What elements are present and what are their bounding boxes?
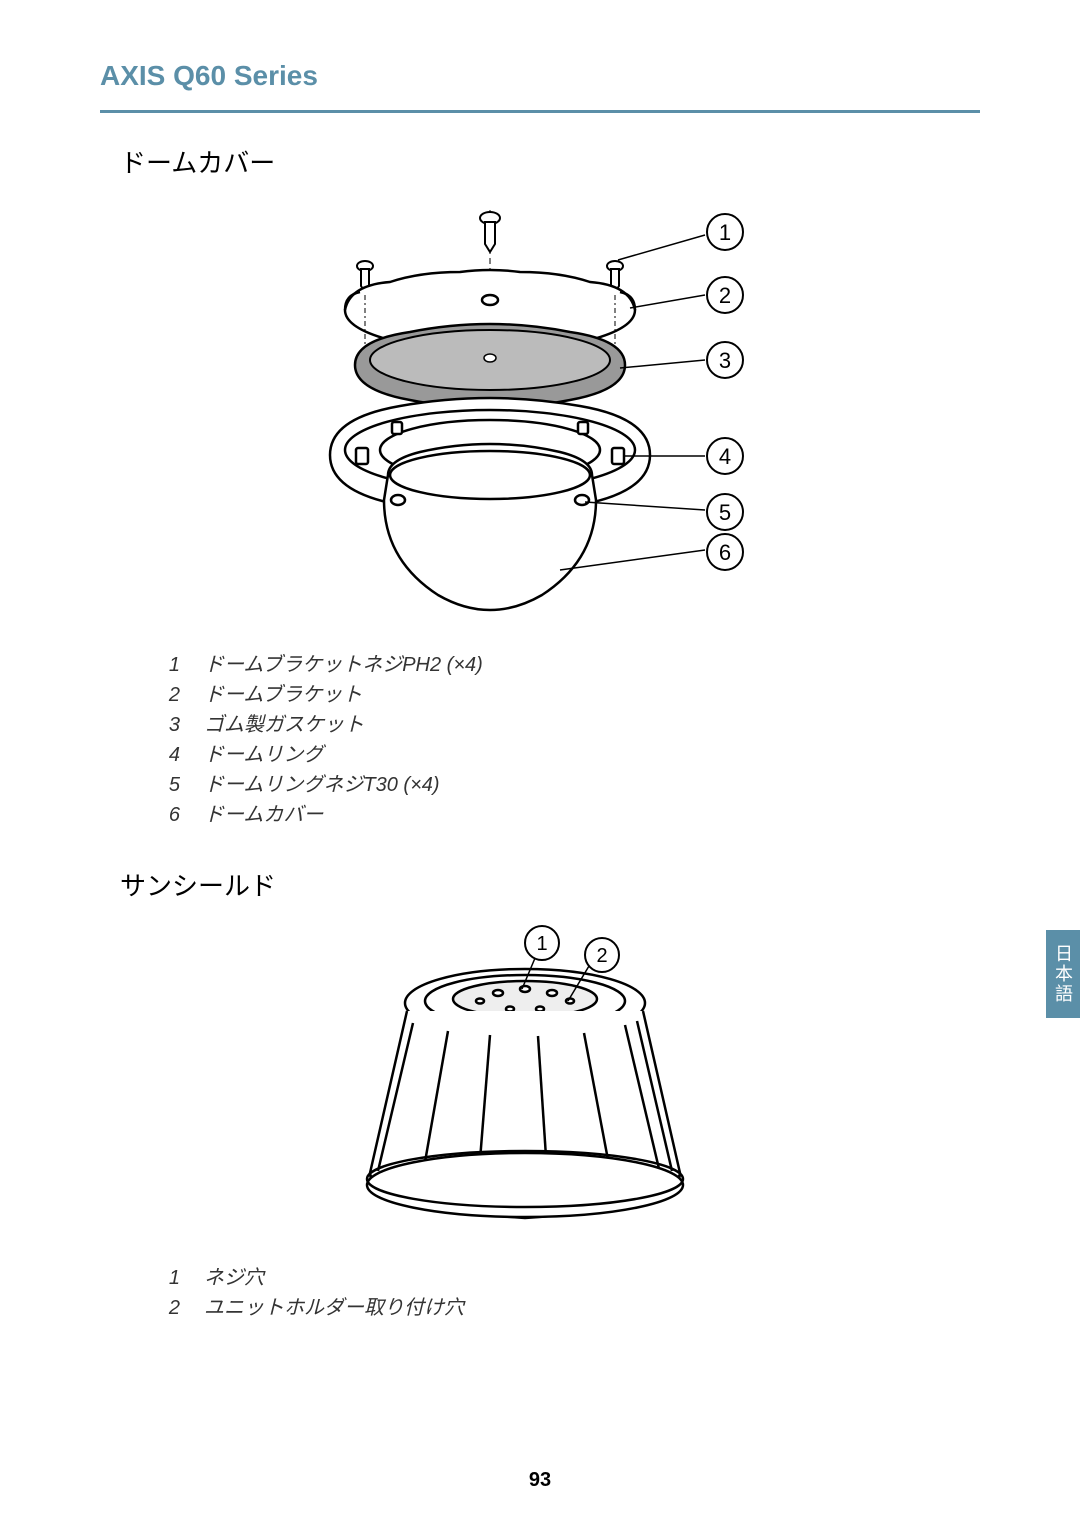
sunshield-heading: サンシールド — [120, 866, 980, 903]
legend-row: 2ドームブラケット — [160, 680, 980, 710]
dome-callout-5: 5 — [719, 500, 731, 525]
legend-row: 3ゴム製ガスケット — [160, 710, 980, 740]
dome-legend: 1ドームブラケットネジPH2 (×4) 2ドームブラケット 3ゴム製ガスケット … — [160, 650, 980, 830]
dome-callout-4: 4 — [719, 444, 731, 469]
legend-row: 1ドームブラケットネジPH2 (×4) — [160, 650, 980, 680]
legend-row: 1ネジ穴 — [160, 1263, 980, 1293]
legend-row: 6ドームカバー — [160, 800, 980, 830]
language-tab: 日本語 — [1046, 930, 1080, 1018]
sun-callout-1: 1 — [536, 933, 547, 955]
dome-figure: 1 2 3 4 5 6 — [100, 200, 980, 630]
page-number: 93 — [0, 1469, 1080, 1492]
page-title: AXIS Q60 Series — [100, 60, 980, 92]
dome-callout-2: 2 — [719, 283, 731, 308]
legend-row: 4ドームリング — [160, 740, 980, 770]
dome-heading: ドームカバー — [120, 143, 980, 180]
dome-callout-1: 1 — [719, 220, 731, 245]
sunshield-legend: 1ネジ穴 2ユニットホルダー取り付け穴 — [160, 1263, 980, 1323]
dome-callout-6: 6 — [719, 540, 731, 565]
header-rule — [100, 110, 980, 113]
sun-callout-2: 2 — [596, 945, 607, 967]
sunshield-figure: 1 2 — [100, 923, 980, 1243]
legend-row: 5ドームリングネジT30 (×4) — [160, 770, 980, 800]
legend-row: 2ユニットホルダー取り付け穴 — [160, 1293, 980, 1323]
dome-callout-3: 3 — [719, 348, 731, 373]
